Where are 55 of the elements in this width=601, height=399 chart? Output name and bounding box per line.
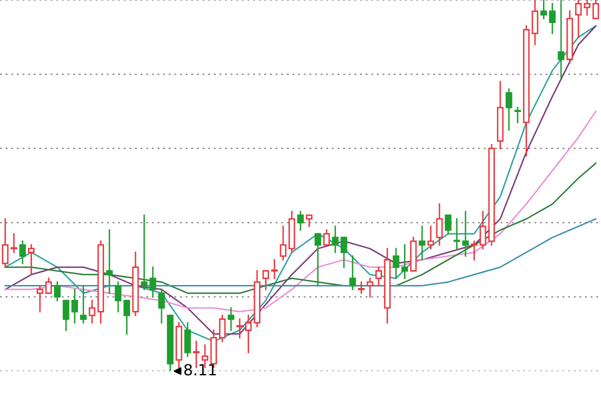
candlestick <box>358 281 365 294</box>
candlestick <box>340 236 348 268</box>
candlestick <box>514 106 521 124</box>
candlestick <box>184 322 191 357</box>
annotation: 8.11 <box>184 364 216 376</box>
candlestick <box>106 229 113 294</box>
candlestick <box>62 300 70 331</box>
candlestick <box>245 314 252 354</box>
candlestick <box>592 0 600 20</box>
candlestick <box>88 300 96 324</box>
candlestick <box>71 288 78 324</box>
candlestick <box>36 285 44 312</box>
candlestick <box>140 214 148 290</box>
candlestick <box>280 226 286 260</box>
candlestick <box>114 281 122 312</box>
candlestick <box>506 88 512 131</box>
candlestick <box>124 300 130 335</box>
candlestick <box>332 226 339 254</box>
candlestick <box>45 278 52 294</box>
candlestick <box>444 214 452 234</box>
candlestick <box>558 0 564 79</box>
candlestick <box>236 318 244 338</box>
candlestick <box>375 266 382 286</box>
candlestick <box>401 244 408 279</box>
candlestick <box>2 218 9 268</box>
candlestick <box>323 229 330 246</box>
candlestick <box>228 307 234 331</box>
candlestick <box>219 314 226 342</box>
candlestick <box>470 240 478 260</box>
candlestick <box>575 0 582 38</box>
candlestick <box>392 248 400 279</box>
candlestick <box>306 214 312 228</box>
candlestick <box>158 288 165 324</box>
candlestick <box>462 210 469 257</box>
candlestick <box>540 0 547 20</box>
candlestick <box>54 281 61 302</box>
candlestick <box>480 210 486 250</box>
candlestick <box>28 244 35 276</box>
candlestick <box>80 285 87 324</box>
candlestick <box>19 240 26 264</box>
candlestick <box>349 255 356 290</box>
candlestick <box>436 203 443 246</box>
candlestick <box>262 270 270 290</box>
candlestick <box>549 3 556 34</box>
candlestick <box>314 233 322 286</box>
candlestick <box>297 210 304 231</box>
candlestick <box>366 278 374 298</box>
candlestick <box>584 0 590 16</box>
candlestick <box>150 266 156 298</box>
candlestick <box>454 218 460 250</box>
candlestick <box>427 226 434 250</box>
candlestick <box>532 0 538 46</box>
candlestick <box>418 226 426 260</box>
candlestick <box>271 259 278 279</box>
candlestick <box>10 233 18 254</box>
